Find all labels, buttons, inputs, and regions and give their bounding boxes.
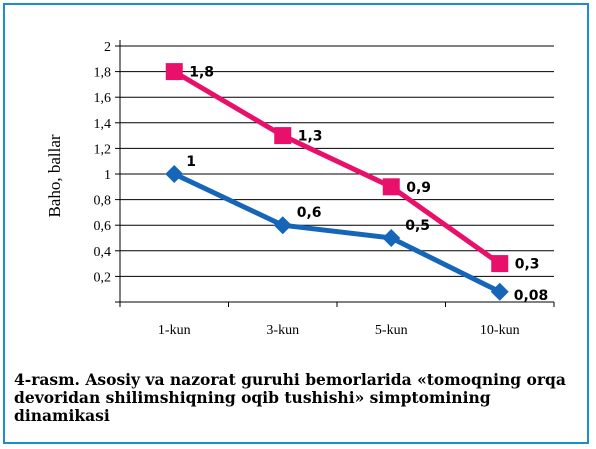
data-point-marker — [491, 255, 509, 273]
data-label: 1,3 — [298, 129, 323, 145]
y-tick-label: 1 — [104, 168, 111, 183]
data-point-marker — [382, 229, 401, 247]
data-label: 0,5 — [405, 218, 430, 234]
data-label: 0,6 — [297, 205, 322, 221]
data-point-marker — [274, 127, 292, 145]
y-tick-label: 0,4 — [94, 245, 112, 260]
x-tick-label: 3-kun — [266, 323, 299, 338]
x-tick-labels: 1-kun 3-kun 5-kun 10-kun — [158, 323, 520, 338]
figure-caption: 4-rasm. Asosiy va nazorat guruhi bemorla… — [14, 370, 566, 425]
y-tick-label: 1,4 — [94, 117, 112, 132]
x-tick-label: 1-kun — [158, 323, 191, 338]
series-lines — [165, 63, 509, 301]
axes — [119, 40, 555, 307]
figure-frame — [3, 3, 589, 444]
series-line-1 — [172, 69, 502, 266]
y-tick-label: 0,2 — [94, 270, 112, 285]
y-axis-label: Baho, ballar — [45, 134, 64, 217]
data-labels: 1,8 1,3 0,9 0,3 1 0,6 0,5 0,08 — [186, 65, 548, 304]
y-tick-label: 1,6 — [94, 91, 112, 106]
grid-lines — [115, 45, 554, 303]
data-label: 0,9 — [406, 180, 431, 196]
data-label: 0,08 — [514, 288, 549, 304]
y-tick-label: 2 — [104, 40, 111, 55]
y-tick-label: 1,2 — [94, 142, 112, 157]
data-point-marker — [165, 63, 183, 81]
y-tick-label: 0,6 — [94, 219, 112, 234]
data-label: 1 — [186, 154, 196, 170]
data-point-marker — [165, 165, 184, 183]
data-point-marker — [382, 178, 400, 196]
y-tick-label: 1,8 — [94, 66, 112, 81]
series-line-2 — [173, 171, 501, 295]
data-label: 1,8 — [189, 65, 214, 81]
x-tick-label: 10-kun — [480, 323, 520, 338]
data-label: 0,3 — [515, 257, 540, 273]
data-point-marker — [273, 216, 292, 235]
y-tick-labels: 0,2 0,4 0,6 0,8 1 1,2 1,4 1,6 1,8 2 — [94, 40, 112, 285]
y-tick-label: 0,8 — [94, 194, 112, 209]
x-tick-label: 5-kun — [375, 323, 408, 338]
data-point-marker — [490, 282, 509, 301]
